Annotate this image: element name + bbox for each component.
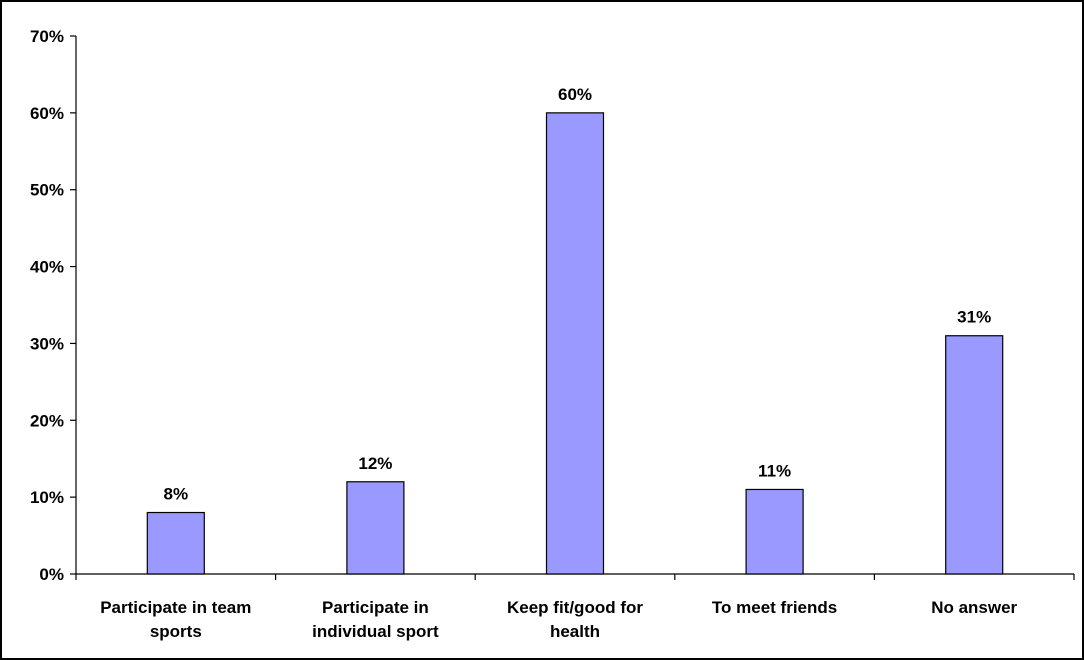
category-label: sports [150, 622, 202, 641]
category-label: Participate in [322, 598, 429, 617]
y-tick-label: 10% [30, 488, 64, 507]
bar [946, 336, 1003, 574]
bars [147, 113, 1002, 574]
bar [147, 513, 204, 574]
category-label: health [550, 622, 600, 641]
y-tick-label: 20% [30, 411, 64, 430]
bar [347, 482, 404, 574]
y-tick-label: 70% [30, 27, 64, 46]
category-label: Keep fit/good for [507, 598, 643, 617]
category-label: Participate in team [100, 598, 251, 617]
y-tick-label: 0% [39, 565, 64, 584]
data-label: 31% [957, 308, 991, 327]
data-label: 12% [358, 454, 392, 473]
bar [547, 113, 604, 574]
data-label: 8% [164, 485, 189, 504]
bar [746, 489, 803, 574]
y-tick-label: 60% [30, 104, 64, 123]
category-label: individual sport [312, 622, 439, 641]
y-tick-label: 40% [30, 258, 64, 277]
y-tick-label: 50% [30, 181, 64, 200]
category-label: To meet friends [712, 598, 837, 617]
category-label: No answer [931, 598, 1017, 617]
data-label: 60% [558, 85, 592, 104]
data-label: 11% [758, 461, 791, 480]
y-tick-label: 30% [30, 334, 64, 353]
